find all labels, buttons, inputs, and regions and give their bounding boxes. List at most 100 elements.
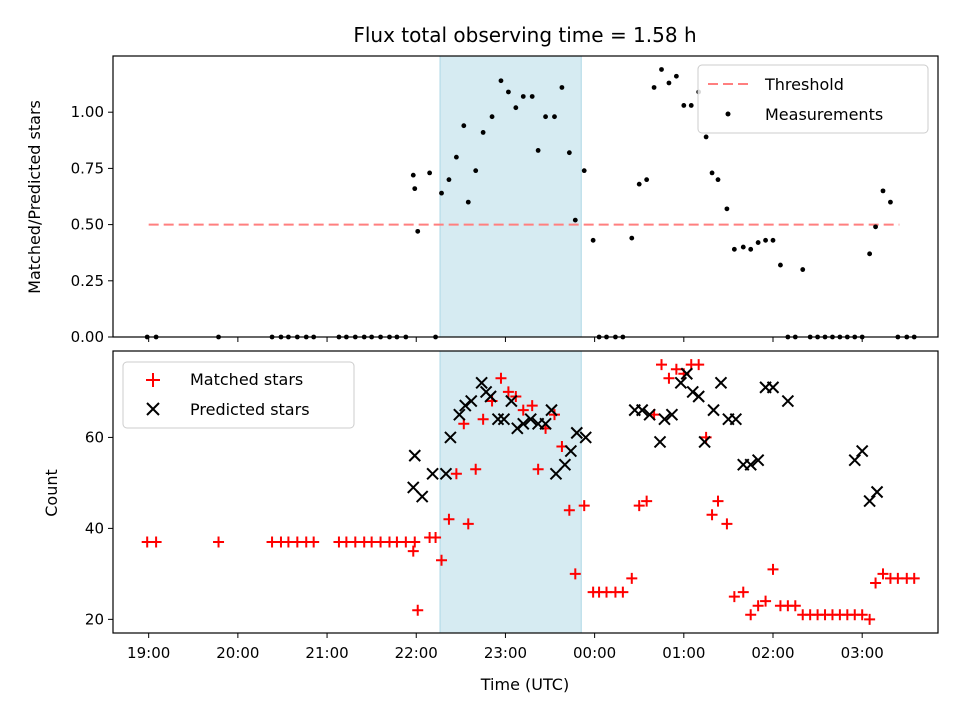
- bottom-panel: 20 40 60 19:00 20:00 21:00 22:00 23:00 00:00 01:…: [42, 350, 939, 694]
- bottom-legend-box: [122, 361, 355, 429]
- measurement-point: [673, 73, 679, 79]
- measurement-point: [581, 168, 587, 174]
- matched-star-marker: [569, 568, 581, 580]
- predicted-star-marker: [517, 417, 530, 430]
- matched-star-marker: [517, 404, 529, 416]
- bottom-x-ticks: 19:00 20:00 21:00 22:00 23:00 00:00 01:00 02:00…: [127, 633, 884, 662]
- measurement-point: [543, 114, 548, 120]
- measurement-point: [763, 237, 768, 243]
- measurement-point: [636, 181, 642, 187]
- predicted-star-marker: [863, 494, 876, 508]
- matched-star-marker: [670, 363, 682, 375]
- matched-star-marker: [578, 500, 590, 512]
- measurement-point: [552, 114, 557, 120]
- matched-star-marker: [462, 518, 474, 530]
- predicted-star-marker: [475, 376, 488, 390]
- measurement-point: [688, 103, 694, 108]
- matched-star-marker: [626, 572, 638, 584]
- chart-title: Flux total observing time = 1.58 h: [353, 23, 696, 47]
- legend-matched-label: Matched stars: [190, 370, 303, 389]
- legend-threshold-label: Threshold: [764, 75, 844, 94]
- predicted-star-marker: [558, 458, 572, 471]
- matched-star-points: [141, 359, 920, 625]
- predicted-star-marker: [698, 435, 711, 449]
- predicted-star-marker: [674, 376, 688, 390]
- measurement-point: [559, 85, 565, 90]
- matched-star-marker: [436, 554, 448, 566]
- matched-star-marker: [308, 536, 320, 548]
- matched-star-marker: [548, 409, 560, 421]
- predicted-star-marker: [415, 490, 429, 503]
- predicted-star-marker: [539, 417, 552, 430]
- bottom-x-tick-label: 01:00: [662, 644, 705, 662]
- predicted-star-marker: [497, 413, 511, 426]
- measurement-point: [461, 123, 467, 129]
- matched-star-marker: [502, 386, 514, 398]
- bottom-y-tick-label: 20: [85, 610, 104, 628]
- measurement-point: [480, 130, 486, 135]
- predicted-star-marker: [729, 413, 743, 426]
- matched-star-marker: [856, 609, 868, 621]
- measurement-point: [755, 240, 761, 245]
- predicted-star-marker: [579, 431, 592, 444]
- bottom-x-tick-label: 19:00: [127, 644, 170, 662]
- bottom-x-tick-label: 20:00: [216, 644, 259, 662]
- matched-star-marker: [563, 504, 575, 516]
- predicted-star-marker: [439, 467, 453, 481]
- matched-star-marker: [617, 586, 629, 598]
- predicted-star-marker: [714, 376, 728, 390]
- matched-star-marker: [407, 545, 419, 557]
- predicted-star-marker: [444, 431, 457, 444]
- measurement-point: [709, 170, 715, 176]
- predicted-star-marker: [870, 485, 884, 499]
- x-axis-label: Time (UTC): [480, 675, 569, 694]
- measurement-point: [453, 154, 459, 160]
- measurement-point: [873, 224, 878, 230]
- top-y-tick-label: 0.50: [71, 216, 104, 234]
- measurement-point: [724, 206, 730, 212]
- measurement-point: [427, 170, 433, 176]
- measurement-point: [506, 89, 511, 95]
- predicted-star-marker: [855, 444, 869, 458]
- matched-star-marker: [693, 359, 705, 371]
- predicted-star-marker: [408, 449, 421, 462]
- measurement-point: [703, 134, 709, 140]
- predicted-star-marker: [781, 394, 795, 408]
- predicted-star-marker: [766, 381, 780, 394]
- bottom-x-tick-label: 21:00: [305, 644, 348, 662]
- measurement-point: [740, 244, 746, 250]
- top-y-ticks: 0.00 0.25 0.50 0.75 1.00: [71, 103, 113, 346]
- measurement-point: [412, 186, 418, 192]
- measurement-point: [666, 80, 672, 86]
- measurement-point: [659, 67, 664, 72]
- top-legend: Threshold Measurements: [697, 64, 929, 134]
- matched-star-marker: [412, 604, 424, 616]
- measurement-point: [489, 114, 495, 120]
- bottom-x-tick-label: 03:00: [841, 644, 884, 662]
- measurement-point: [651, 85, 657, 90]
- measurement-point: [880, 188, 886, 194]
- matched-star-marker: [641, 495, 653, 507]
- matched-star-marker: [789, 600, 801, 612]
- bottom-y-tick-label: 40: [85, 519, 104, 537]
- predicted-star-marker: [635, 403, 649, 417]
- top-x-ticks: [148, 337, 863, 342]
- bottom-y-ticks: 20 40 60: [85, 428, 113, 628]
- top-y-tick-label: 0.00: [71, 328, 104, 346]
- bottom-legend: Matched stars Predicted stars: [122, 361, 355, 429]
- legend-predicted-swatch: [146, 402, 160, 416]
- matched-star-marker: [712, 495, 724, 507]
- matched-star-marker: [745, 609, 757, 621]
- matched-star-marker: [721, 518, 733, 530]
- predicted-star-points: [407, 367, 884, 508]
- legend-matched-swatch: [146, 373, 160, 387]
- measurement-point: [644, 177, 650, 183]
- matched-star-marker: [150, 536, 162, 548]
- legend-predicted-label: Predicted stars: [190, 400, 310, 419]
- top-legend-box: [697, 64, 929, 134]
- top-y-tick-label: 1.00: [71, 103, 104, 121]
- matched-star-marker: [864, 613, 876, 625]
- matched-star-marker: [477, 413, 489, 425]
- predicted-star-marker: [744, 458, 757, 471]
- matched-star-marker: [752, 600, 764, 612]
